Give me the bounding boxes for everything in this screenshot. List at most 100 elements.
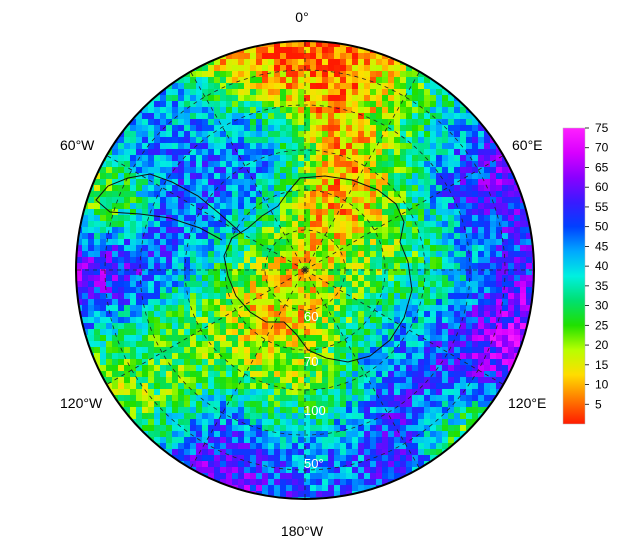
field-cell <box>214 101 221 108</box>
field-cell <box>124 173 131 180</box>
field-cell <box>178 401 185 408</box>
field-cell <box>286 143 293 150</box>
field-cell <box>334 89 341 96</box>
field-cell <box>508 329 515 336</box>
field-cell <box>178 185 185 192</box>
field-cell <box>370 155 377 162</box>
field-cell <box>220 449 227 456</box>
field-cell <box>274 467 281 474</box>
field-cell <box>400 257 407 264</box>
field-cell <box>400 461 407 468</box>
field-cell <box>316 41 323 48</box>
field-cell <box>136 299 143 306</box>
field-cell <box>166 305 173 312</box>
field-cell <box>322 203 329 210</box>
field-cell <box>148 317 155 324</box>
field-cell <box>274 371 281 378</box>
field-cell <box>484 275 491 282</box>
field-cell <box>316 215 323 222</box>
field-cell <box>406 257 413 264</box>
field-cell <box>352 341 359 348</box>
field-cell <box>298 443 305 450</box>
field-cell <box>436 155 443 162</box>
field-cell <box>496 257 503 264</box>
field-cell <box>142 263 149 270</box>
field-cell <box>280 461 287 468</box>
field-cell <box>328 119 335 126</box>
field-cell <box>184 323 191 330</box>
field-cell <box>118 317 125 324</box>
field-cell <box>202 299 209 306</box>
field-cell <box>262 491 269 498</box>
field-cell <box>412 335 419 342</box>
field-cell <box>190 77 197 84</box>
field-cell <box>304 83 311 90</box>
field-cell <box>244 377 251 384</box>
field-cell <box>376 215 383 222</box>
field-cell <box>268 431 275 438</box>
field-cell <box>514 203 521 210</box>
field-cell <box>376 179 383 186</box>
field-cell <box>400 467 407 474</box>
field-cell <box>478 269 485 276</box>
field-cell <box>178 407 185 414</box>
field-cell <box>496 197 503 204</box>
field-cell <box>166 371 173 378</box>
field-cell <box>250 287 257 294</box>
field-cell <box>154 407 161 414</box>
field-cell <box>220 311 227 318</box>
field-cell <box>322 455 329 462</box>
field-cell <box>226 437 233 444</box>
field-cell <box>286 359 293 366</box>
field-cell <box>304 131 311 138</box>
field-cell <box>268 401 275 408</box>
field-cell <box>250 173 257 180</box>
field-cell <box>376 311 383 318</box>
field-cell <box>334 365 341 372</box>
field-cell <box>178 155 185 162</box>
field-cell <box>328 299 335 306</box>
field-cell <box>424 89 431 96</box>
field-cell <box>130 179 137 186</box>
field-cell <box>454 221 461 228</box>
field-cell <box>340 47 347 54</box>
field-cell <box>88 197 95 204</box>
field-cell <box>286 83 293 90</box>
field-cell <box>238 227 245 234</box>
field-cell <box>442 233 449 240</box>
field-cell <box>196 203 203 210</box>
field-cell <box>262 167 269 174</box>
field-cell <box>376 251 383 258</box>
field-cell <box>166 281 173 288</box>
field-cell <box>418 77 425 84</box>
field-cell <box>262 389 269 396</box>
field-cell <box>388 275 395 282</box>
field-cell <box>328 77 335 84</box>
field-cell <box>256 209 263 216</box>
field-cell <box>214 293 221 300</box>
field-cell <box>370 101 377 108</box>
field-cell <box>238 485 245 492</box>
field-cell <box>394 353 401 360</box>
field-cell <box>244 443 251 450</box>
field-cell <box>280 335 287 342</box>
field-cell <box>106 359 113 366</box>
field-cell <box>484 395 491 402</box>
field-cell <box>304 113 311 120</box>
field-cell <box>472 365 479 372</box>
field-cell <box>160 161 167 168</box>
field-cell <box>388 329 395 336</box>
field-cell <box>316 167 323 174</box>
field-cell <box>406 95 413 102</box>
field-cell <box>490 353 497 360</box>
field-cell <box>160 263 167 270</box>
field-cell <box>394 413 401 420</box>
field-cell <box>232 329 239 336</box>
field-cell <box>358 221 365 228</box>
field-cell <box>346 293 353 300</box>
field-cell <box>352 377 359 384</box>
field-cell <box>358 101 365 108</box>
field-cell <box>262 281 269 288</box>
field-cell <box>154 365 161 372</box>
